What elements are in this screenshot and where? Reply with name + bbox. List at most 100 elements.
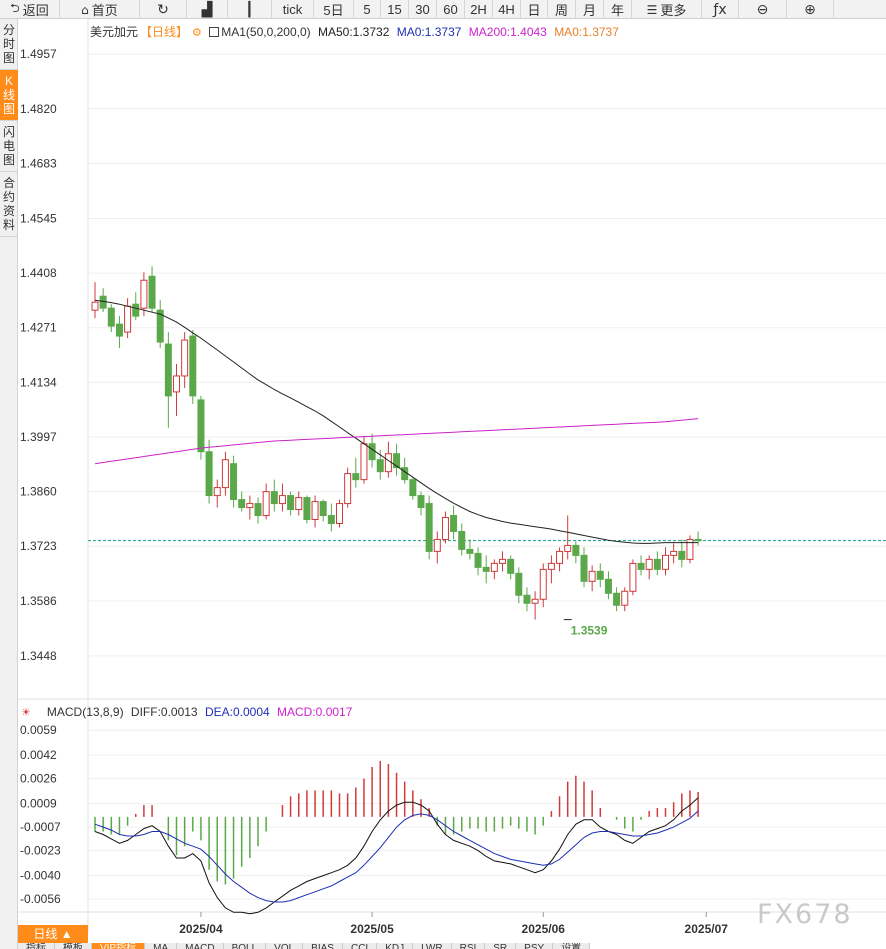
indicator-tab-11[interactable]: RSI (451, 943, 486, 949)
y-tick-label: 1.3723 (20, 539, 57, 553)
toolbar-button-首页[interactable]: ⌂ 首页 (60, 0, 140, 19)
toolbar-label: 返回 (22, 3, 49, 18)
toolbar-button-更多[interactable]: ☰ 更多 (632, 0, 702, 19)
toolbar-button-5[interactable]: 5 (354, 0, 381, 19)
candle-body (213, 487, 221, 497)
toolbar-label: 60 (443, 2, 458, 17)
indicator-tabs: 指标 模板 VIP指标 MA MACD BOLL VOL BIAS CCI KDJ LWR RSI SR… (18, 943, 591, 949)
candle-body (694, 538, 702, 542)
ma200-line (94, 418, 699, 465)
side-tab-2[interactable]: 闪电图 (0, 121, 18, 172)
candle-body (653, 558, 661, 570)
indicator-tab-0[interactable]: 指标 (18, 943, 55, 949)
indicator-tab-2[interactable]: VIP指标 (92, 943, 146, 949)
candle-body (670, 550, 678, 556)
indicator-tab-3[interactable]: MA (145, 943, 178, 949)
candle-body (148, 275, 156, 309)
indicator-tab-9[interactable]: KDJ (377, 943, 414, 949)
macd-y-tick-label: -0.0007 (20, 820, 61, 834)
toolbar-button-5日[interactable]: 5日 (314, 0, 354, 19)
candle-body (515, 572, 523, 596)
candle-body (368, 443, 376, 461)
toolbar-button-4H[interactable]: 4H (493, 0, 521, 19)
candle-body (295, 497, 303, 511)
ohlc-bars-icon: ┃ (245, 1, 254, 18)
toolbar-label: 月 (582, 3, 596, 18)
macd-settings-icon[interactable]: ☀ (21, 707, 31, 719)
candle-body (474, 552, 482, 568)
side-tab-3[interactable]: 合约资料 (0, 172, 18, 237)
toolbar-button-返回[interactable]: ⮌ 返回 (0, 0, 60, 19)
toolbar-button-30[interactable]: 30 (409, 0, 437, 19)
toolbar-button-周[interactable]: 周 (548, 0, 576, 19)
toolbar-label: 2H (470, 2, 487, 17)
toolbar-button-refresh[interactable]: ↻ (140, 0, 187, 19)
toolbar-button-月[interactable]: 月 (576, 0, 604, 19)
candle-body (115, 323, 123, 337)
indicator-tab-6[interactable]: VOL (266, 943, 304, 949)
refresh-icon: ↻ (157, 1, 169, 18)
indicator-tab-12[interactable]: SR (485, 943, 517, 949)
toolbar-label: 30 (415, 2, 430, 17)
indicator-tab-4[interactable]: MACD (177, 943, 224, 949)
candle-body (499, 558, 506, 564)
indicator-tab-10[interactable]: LWR (413, 943, 452, 949)
candle-body (107, 307, 115, 327)
toolbar-button-15[interactable]: 15 (381, 0, 409, 19)
x-tick-label: 2025/07 (685, 922, 729, 936)
chart-area[interactable]: 1.4957 1.4820 1.4683 1.4545 1.4408 1.4271 1.41… (18, 19, 886, 949)
toolbar-button-zoom-in[interactable]: ⊕ (787, 0, 834, 19)
indicator-tab-5[interactable]: BOLL (223, 943, 267, 949)
ma0-value: MA0:1.3737 (396, 25, 462, 39)
toolbar-button-年[interactable]: 年 (604, 0, 632, 19)
indicator-tab-8[interactable]: CCI (342, 943, 378, 949)
indicator-tab-7[interactable]: BIAS (303, 943, 343, 949)
toolbar-label: tick (282, 2, 303, 17)
candle-body (311, 501, 319, 521)
candle-body (556, 550, 564, 564)
candle-body (384, 453, 392, 473)
toolbar-button-tick[interactable]: tick (272, 0, 314, 19)
candle-body (173, 375, 180, 393)
toolbar-button-日[interactable]: 日 (521, 0, 548, 19)
candle-body (352, 473, 360, 481)
toolbar-button-60[interactable]: 60 (437, 0, 465, 19)
macd-y-tick-label: 0.0059 (20, 723, 57, 737)
toolbar-button-2H[interactable]: 2H (465, 0, 493, 19)
indicator-tab-13[interactable]: PSY (516, 943, 554, 949)
dea-line (94, 810, 699, 903)
candle-body (450, 515, 458, 532)
candle-body (539, 568, 547, 600)
side-tab-0[interactable]: 分时图 (0, 19, 18, 70)
toolbar-label: 15 (387, 2, 402, 17)
indicator-tab-14[interactable]: 设置 (553, 943, 591, 949)
candle-body (523, 594, 531, 604)
candle-body (564, 544, 572, 552)
toolbar-button-candlestick[interactable]: ▟ (187, 0, 228, 19)
period-selector[interactable]: 日线 ▲ (18, 925, 88, 943)
top-toolbar: ⮌ 返回 ⌂ 首页 ↻ ▟ ┃ tick 5日 5 15 30 60 2H 4H 日周月年 ☰ 更多 ƒx ⊖ ⊕ (0, 0, 886, 19)
candle-body (278, 495, 286, 505)
candle-body (246, 503, 254, 509)
y-tick-label: 1.4545 (20, 211, 57, 225)
y-tick-label: 1.4683 (20, 156, 57, 170)
indicator-tab-1[interactable]: 模板 (55, 943, 92, 949)
x-tick-label: 2025/06 (522, 922, 566, 936)
candle-body (409, 479, 417, 497)
fx678-watermark: FX678 (757, 899, 853, 930)
settings-icon[interactable]: ⚙ (192, 27, 202, 39)
main-legend: 美元加元 【日线】 ⚙ MA1(50,0,200,0) MA50:1.3732 MA… (90, 23, 623, 40)
y-tick-label: 1.4957 (20, 47, 57, 61)
toolbar-button-function[interactable]: ƒx (702, 0, 739, 19)
macd-value: MACD:0.0017 (277, 705, 353, 719)
candle-body (621, 590, 629, 606)
toolbar-button-zoom-out[interactable]: ⊖ (739, 0, 787, 19)
candle-body (205, 451, 213, 497)
toolbar-label: 更多 (660, 3, 687, 18)
side-tab-1[interactable]: K线图 (0, 70, 18, 121)
candle-body (433, 538, 441, 552)
kline-chart-svg[interactable]: 1.4957 1.4820 1.4683 1.4545 1.4408 1.4271 1.41… (18, 19, 886, 949)
toolbar-label: 5日 (323, 3, 344, 18)
toolbar-button-ohlc-bars[interactable]: ┃ (228, 0, 272, 19)
macd-y-tick-label: 0.0009 (20, 797, 57, 811)
